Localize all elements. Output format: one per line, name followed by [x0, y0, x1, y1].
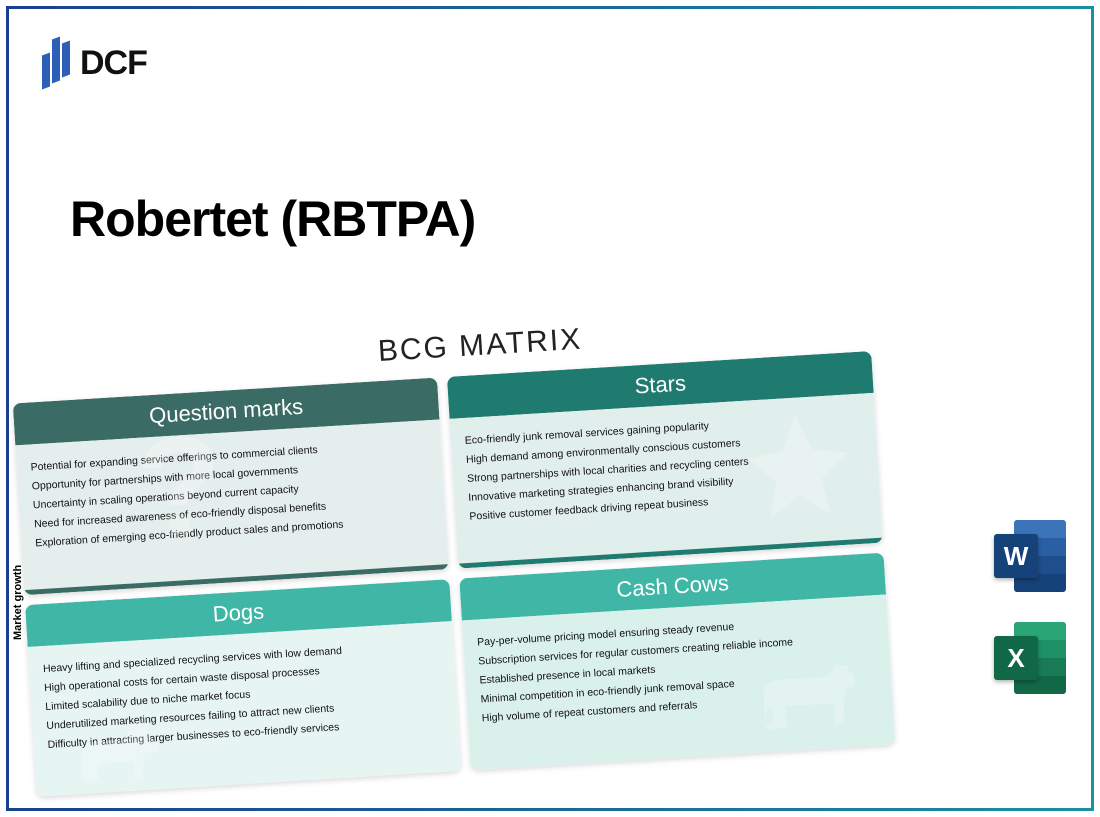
matrix-grid: Question marks ? Potential for expanding… — [0, 349, 935, 800]
bcg-matrix: BCG MATRIX Question marks ? Potential fo… — [0, 303, 935, 800]
word-letter: W — [994, 534, 1038, 578]
brand-name: DCF — [80, 44, 147, 83]
excel-letter: X — [994, 636, 1038, 680]
page-title: Robertet (RBTPA) — [70, 190, 475, 248]
app-icons: W X — [994, 520, 1066, 694]
excel-icon[interactable]: X — [994, 622, 1066, 694]
brand-logo: DCF — [42, 38, 147, 88]
word-icon[interactable]: W — [994, 520, 1066, 592]
quadrant-cash-cows: Cash Cows Pay-per-volume pricing model e… — [459, 553, 895, 771]
quadrant-stars: Stars Eco-friendly junk removal services… — [447, 351, 883, 569]
quadrant-dogs: Dogs Heavy lifting and specialized recyc… — [25, 579, 461, 797]
quadrant-question-marks: Question marks ? Potential for expanding… — [13, 378, 449, 596]
logo-mark-icon — [42, 38, 70, 88]
